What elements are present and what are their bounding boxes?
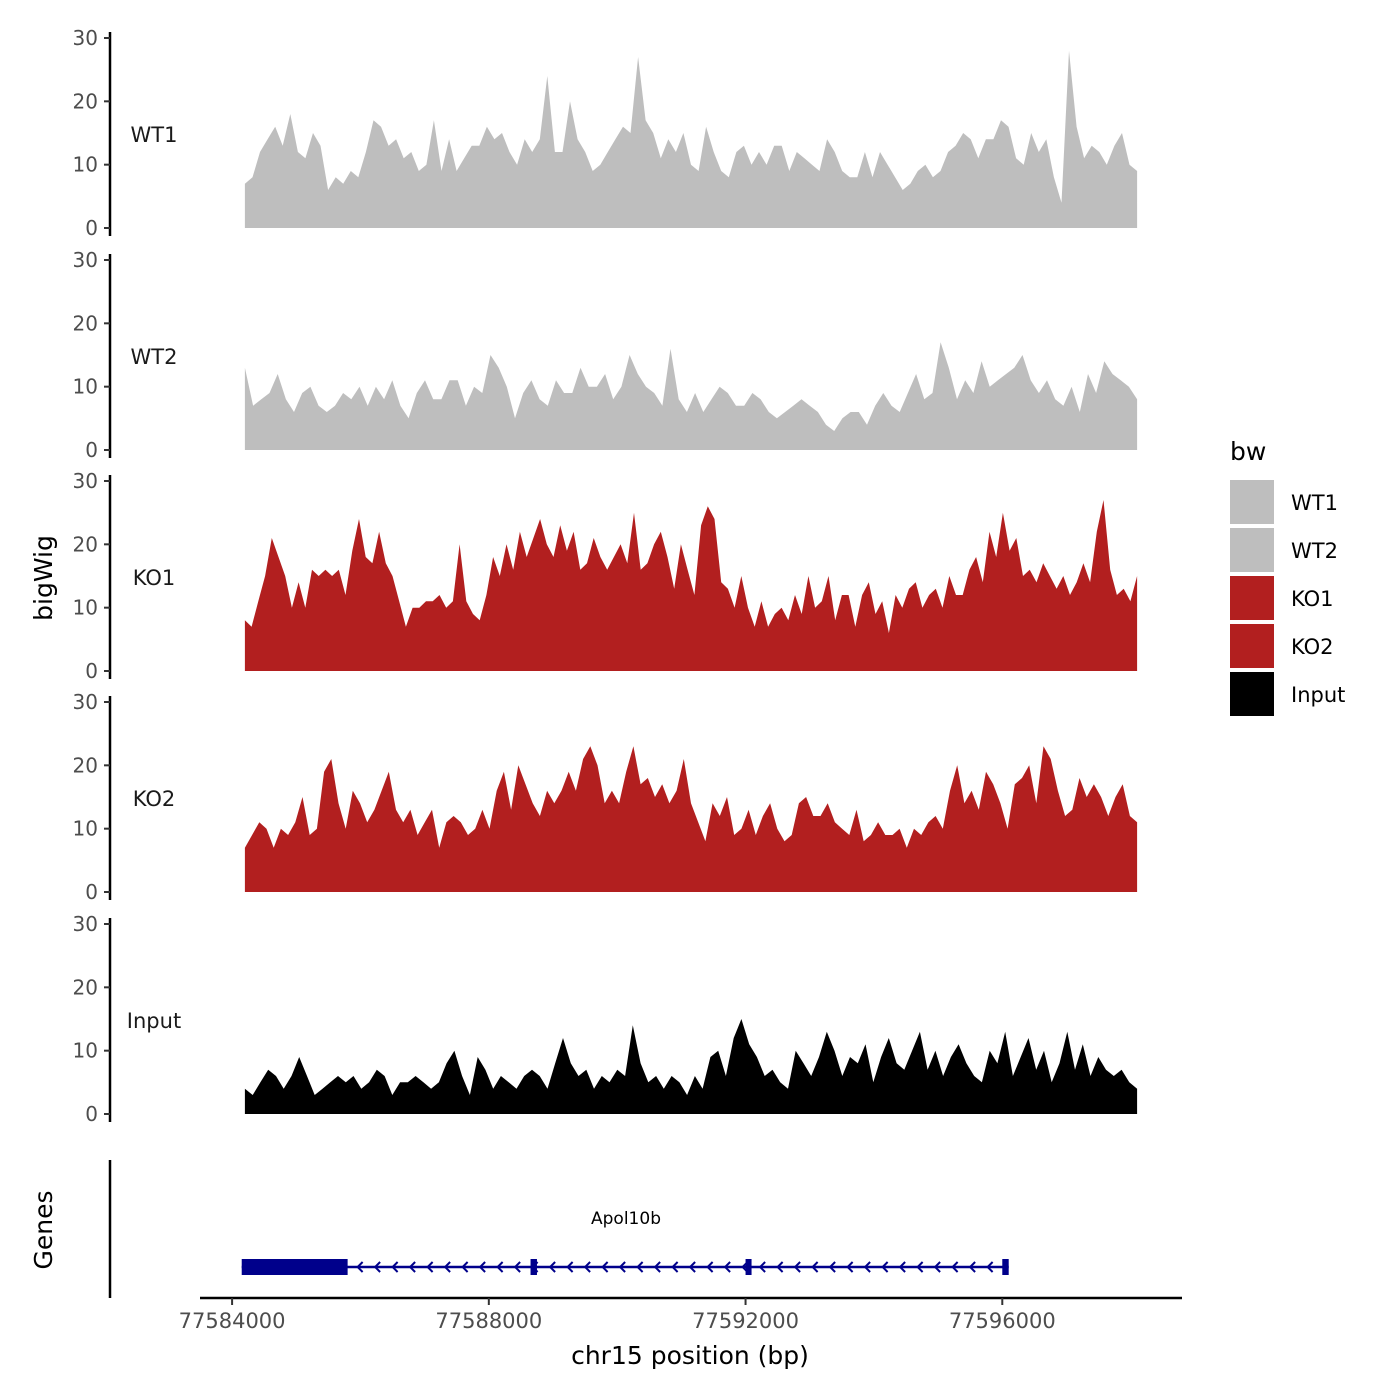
track-label-wt1: WT1 (131, 123, 178, 147)
y-tick-label: 30 (73, 26, 98, 50)
strand-arrow (916, 1261, 924, 1273)
x-tick-label: 77592000 (692, 1309, 799, 1333)
legend-label-input: Input (1291, 683, 1345, 707)
strand-arrow (513, 1261, 521, 1273)
coverage-area-wt2 (244, 342, 1138, 450)
strand-arrow (898, 1261, 906, 1273)
strand-arrow (671, 1261, 679, 1273)
coverage-area-wt1 (244, 50, 1138, 229)
strand-arrow (881, 1261, 889, 1273)
y-tick-label: 30 (73, 469, 98, 493)
gene-track: Apol10b (108, 1160, 1009, 1298)
genes-axis-title: Genes (29, 1190, 58, 1269)
y-tick-label: 10 (73, 817, 98, 841)
y-tick-label: 0 (85, 216, 98, 240)
y-tick-label: 0 (85, 659, 98, 683)
legend-swatch-ko1 (1230, 576, 1274, 620)
y-tick-label: 20 (73, 89, 98, 113)
strand-arrow (986, 1261, 994, 1273)
track-panel-input: 0 10 20 30 Input (73, 912, 1138, 1126)
track-panel-wt2: 0 10 20 30 WT2 (73, 248, 1138, 462)
legend-title: bw (1230, 437, 1266, 466)
track-panel-ko1: 0 10 20 30 KO1 (73, 469, 1138, 683)
legend-swatch-wt1 (1230, 480, 1274, 524)
y-tick-label: 20 (73, 311, 98, 335)
strand-arrow (583, 1261, 591, 1273)
y-tick-label: 30 (73, 248, 98, 272)
strand-arrow (811, 1261, 819, 1273)
strand-arrow (443, 1261, 451, 1273)
x-axis: 77584000 77588000 77592000 77596000 (179, 1296, 1182, 1333)
coverage-area-input (244, 1019, 1138, 1114)
strand-arrow (408, 1261, 416, 1273)
coverage-area-ko1 (244, 500, 1138, 671)
strand-arrow (828, 1261, 836, 1273)
strand-arrow (356, 1261, 364, 1273)
y-tick-label: 20 (73, 753, 98, 777)
x-tick-label: 77596000 (949, 1309, 1056, 1333)
legend: bw WT1 WT2 KO1 KO2 Input (1230, 437, 1345, 716)
strand-arrow (653, 1261, 661, 1273)
coverage-area-ko2 (244, 746, 1138, 892)
strand-arrow (933, 1261, 941, 1273)
track-panel-ko2: 0 10 20 30 KO2 (73, 690, 1138, 904)
y-tick-label: 10 (73, 1039, 98, 1063)
x-tick-label: 77588000 (435, 1309, 542, 1333)
y-tick-label: 30 (73, 690, 98, 714)
y-axis-title: bigWig (29, 535, 58, 621)
legend-swatch-input (1230, 672, 1274, 716)
y-tick-label: 10 (73, 375, 98, 399)
y-tick-label: 0 (85, 1102, 98, 1126)
strand-arrow (566, 1261, 574, 1273)
strand-arrow (478, 1261, 486, 1273)
legend-label-ko1: KO1 (1291, 587, 1334, 611)
x-axis-title: chr15 position (bp) (571, 1341, 809, 1370)
strand-arrow (391, 1261, 399, 1273)
legend-swatch-ko2 (1230, 624, 1274, 668)
y-tick-label: 10 (73, 153, 98, 177)
strand-arrow (863, 1261, 871, 1273)
legend-swatch-wt2 (1230, 528, 1274, 572)
strand-arrow (758, 1261, 766, 1273)
strand-arrow (496, 1261, 504, 1273)
strand-arrow (618, 1261, 626, 1273)
track-panel-wt1: 0 10 20 30 WT1 (73, 26, 1138, 240)
strand-arrow (461, 1261, 469, 1273)
legend-label-ko2: KO2 (1291, 635, 1334, 659)
strand-arrow (548, 1261, 556, 1273)
strand-arrow (706, 1261, 714, 1273)
strand-arrow (601, 1261, 609, 1273)
y-tick-label: 10 (73, 596, 98, 620)
gene-name-label: Apol10b (591, 1209, 661, 1229)
gene-exon (241, 1259, 348, 1275)
strand-arrow (723, 1261, 731, 1273)
x-tick-label: 77584000 (179, 1309, 286, 1333)
strand-arrow (776, 1261, 784, 1273)
legend-label-wt1: WT1 (1291, 491, 1338, 515)
y-tick-label: 20 (73, 975, 98, 999)
strand-arrow (793, 1261, 801, 1273)
track-label-input: Input (127, 1009, 181, 1033)
legend-label-wt2: WT2 (1291, 539, 1338, 563)
strand-arrow (636, 1261, 644, 1273)
track-label-ko2: KO2 (133, 787, 176, 811)
strand-arrow (846, 1261, 854, 1273)
y-tick-label: 0 (85, 438, 98, 462)
strand-arrow (373, 1261, 381, 1273)
y-tick-label: 30 (73, 912, 98, 936)
y-tick-label: 20 (73, 532, 98, 556)
track-label-wt2: WT2 (131, 345, 178, 369)
gene-exon (745, 1259, 752, 1275)
gene-exon (1002, 1259, 1009, 1275)
strand-arrow (968, 1261, 976, 1273)
y-tick-label: 0 (85, 880, 98, 904)
gene-exon (530, 1259, 537, 1275)
strand-arrow (688, 1261, 696, 1273)
coverage-tracks: 0 10 20 30 WT1 0 10 20 30 WT2 0 10 20 30 KO1 0 10 20 30 KO2… (73, 26, 1138, 1126)
track-label-ko1: KO1 (133, 566, 176, 590)
strand-arrow (426, 1261, 434, 1273)
strand-arrow (951, 1261, 959, 1273)
